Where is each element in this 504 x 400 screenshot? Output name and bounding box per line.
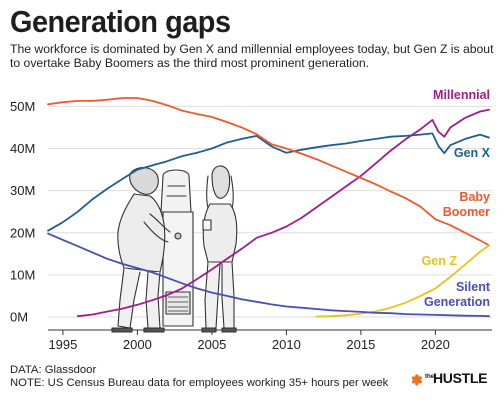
x-tick-label: 2020 xyxy=(421,337,450,352)
x-tick-label: 2015 xyxy=(346,337,375,352)
page-title: Generation gaps xyxy=(10,4,231,39)
x-axis-ticks: 1995 2000 2005 2010 2015 2020 xyxy=(48,329,492,352)
series-line-gen-z xyxy=(315,244,490,318)
series-label: Gen Z xyxy=(422,254,458,268)
y-tick-label: 10M xyxy=(10,267,35,282)
x-tick-label: 2005 xyxy=(197,337,226,352)
series-labels: Millennial Gen X Baby Boomer Gen Z Silent Gene… xyxy=(422,88,491,309)
cooler-tap xyxy=(174,232,182,240)
data-source: DATA: Glassdoor xyxy=(10,364,97,376)
y-tick-label: 40M xyxy=(10,141,35,156)
y-tick-label: 0M xyxy=(10,310,28,325)
x-tick-label: 1995 xyxy=(48,337,77,352)
brand-name: HUSTLE xyxy=(433,370,488,386)
series-line-baby-boomer xyxy=(47,97,490,247)
man-figure xyxy=(111,167,171,333)
y-axis-ticks: 0M 10M 20M 30M 40M 50M xyxy=(10,99,35,325)
series-line-millennial xyxy=(76,108,490,318)
series-label: Millennial xyxy=(433,88,490,102)
hubspot-sprocket-icon: ✽ xyxy=(411,372,423,388)
woman-figure xyxy=(201,165,238,333)
footnote: NOTE: US Census Bureau data for employee… xyxy=(10,376,389,389)
x-tick-label: 2000 xyxy=(123,337,152,352)
y-tick-label: 30M xyxy=(10,183,35,198)
water-bottle xyxy=(160,169,192,213)
x-tick-label: 2010 xyxy=(272,337,301,352)
series-line-gen-x xyxy=(47,132,490,232)
series-line-silent-generation xyxy=(47,232,490,318)
series-lines xyxy=(47,97,490,318)
coffee-cup xyxy=(202,219,212,231)
brand-prefix: the xyxy=(425,374,434,380)
series-label: Silent Generation xyxy=(424,280,491,309)
y-tick-label: 50M xyxy=(10,99,35,114)
series-label: Gen X xyxy=(454,146,491,160)
subtitle: The workforce is dominated by Gen X and … xyxy=(10,42,494,70)
footer: DATA: Glassdoor NOTE: US Census Bureau d… xyxy=(10,364,388,389)
y-tick-label: 20M xyxy=(10,225,35,240)
water-cooler-illustration xyxy=(111,165,238,333)
series-label: Baby Boomer xyxy=(443,190,490,219)
